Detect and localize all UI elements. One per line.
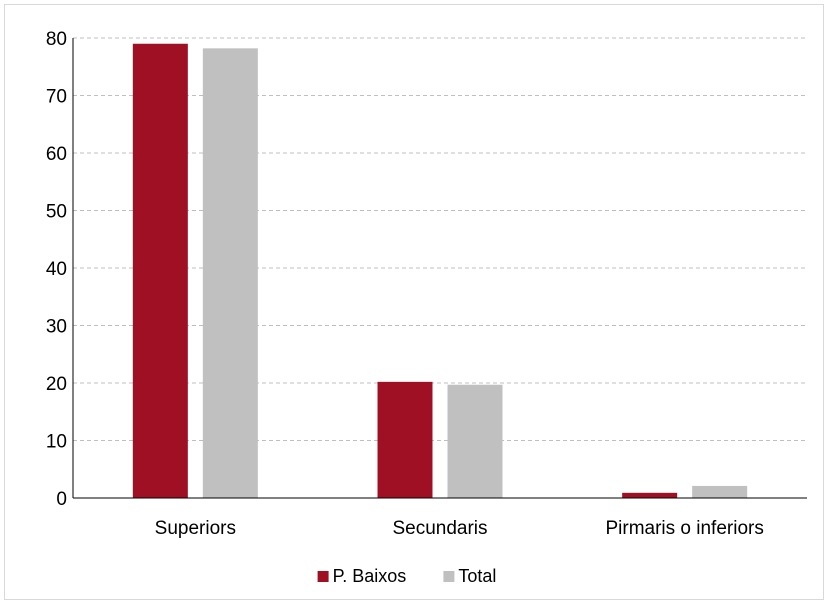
bar-total-2 <box>447 384 503 498</box>
y-tick-label: 50 <box>46 202 67 223</box>
y-tick-label: 20 <box>46 374 67 395</box>
y-tick-label: 10 <box>46 432 67 453</box>
y-tick-label: 80 <box>46 29 67 50</box>
x-tick-label: Pirmaris o inferiors <box>605 518 763 539</box>
legend-swatch-p-baixos <box>317 571 329 582</box>
legend: P. Baixos Total <box>317 566 496 586</box>
axes <box>72 38 807 499</box>
bar-p-baixos-1 <box>132 43 188 498</box>
y-tick-label: 60 <box>46 144 67 165</box>
x-tick-label: Superiors <box>155 518 236 539</box>
y-tick-label: 0 <box>56 489 67 510</box>
legend-label-total: Total <box>458 566 496 586</box>
x-tick-labels: Superiors Secundaris Pirmaris o inferiors <box>155 518 764 539</box>
bar-total-1 <box>202 48 258 498</box>
bar-total-3 <box>692 485 748 498</box>
y-tick-label: 70 <box>46 87 67 108</box>
bar-p-baixos-3 <box>622 492 678 498</box>
legend-swatch-total <box>443 571 455 582</box>
x-tick-label: Secundaris <box>392 518 487 539</box>
bar-p-baixos-2 <box>377 381 433 498</box>
y-tick-labels: 0 10 20 30 40 50 60 70 80 <box>46 29 67 510</box>
y-tick-label: 30 <box>46 317 67 338</box>
gridlines <box>73 37 807 441</box>
bars <box>132 43 748 498</box>
legend-label-p-baixos: P. Baixos <box>333 566 407 586</box>
y-tick-label: 40 <box>46 259 67 280</box>
